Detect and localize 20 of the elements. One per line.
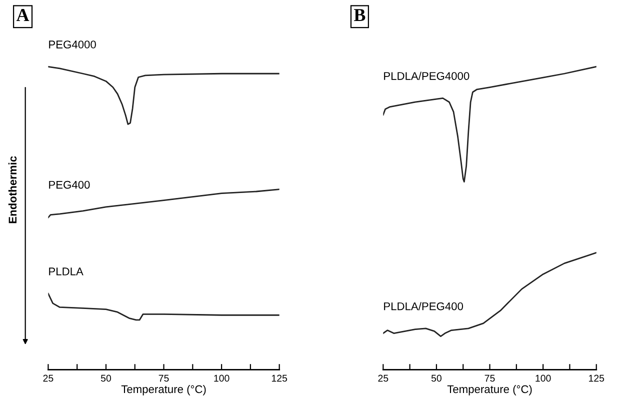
x-tick-label: 125 <box>272 374 288 382</box>
x-tick-label: 100 <box>214 374 230 382</box>
x-tick-label: 50 <box>100 374 112 382</box>
x-axis-title: Temperature (°C) <box>121 384 206 396</box>
chart-title: A <box>16 9 30 21</box>
series-label: PEG400 <box>49 180 90 189</box>
x-tick-label: 25 <box>43 374 54 382</box>
chart-title: B <box>354 9 366 22</box>
series-label: PLDLA/PEG4000 <box>384 72 470 80</box>
x-tick-label: 25 <box>378 374 388 382</box>
x-tick-label: 50 <box>431 374 442 382</box>
series-label: PEG4000 <box>49 40 96 48</box>
x-axis-title: Temperature (°C) <box>447 384 532 396</box>
x-tick-label: 125 <box>589 374 604 382</box>
series-label: PLDLA/PEG400 <box>384 302 464 310</box>
x-tick-label: 75 <box>158 374 169 382</box>
x-tick-label: 75 <box>484 374 495 382</box>
x-tick-label: 100 <box>536 374 551 382</box>
series-label: PLDLA <box>49 268 84 276</box>
y-axis-title: Endothermic <box>8 156 17 224</box>
